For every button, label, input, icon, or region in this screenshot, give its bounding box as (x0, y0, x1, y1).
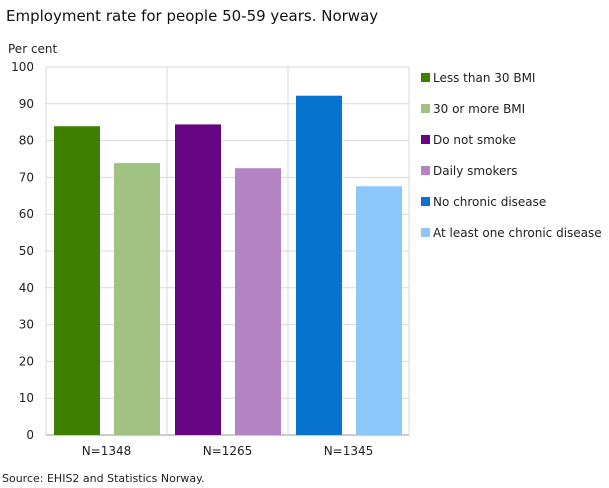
legend-label: At least one chronic disease (433, 226, 602, 240)
y-tick-label: 0 (26, 428, 34, 442)
legend-swatch (421, 228, 430, 237)
bar (296, 95, 342, 435)
y-tick-label: 90 (19, 97, 34, 111)
y-tick-label: 20 (19, 354, 34, 368)
y-tick-label: 50 (19, 244, 34, 258)
legend-label: No chronic disease (433, 195, 546, 209)
legend-swatch (421, 166, 430, 175)
x-tick-label: N=1345 (324, 444, 374, 458)
y-tick-label: 40 (19, 281, 34, 295)
bar (175, 124, 221, 436)
y-tick-label: 80 (19, 134, 34, 148)
bar (356, 186, 402, 435)
x-tick-label: N=1265 (203, 444, 253, 458)
chart-title: Employment rate for people 50-59 years. … (6, 7, 379, 25)
y-axis-label: Per cent (8, 42, 58, 56)
legend-label: Daily smokers (433, 164, 518, 178)
y-tick-label: 30 (19, 318, 34, 332)
legend-label: Less than 30 BMI (433, 71, 535, 85)
legend-swatch (421, 73, 430, 82)
y-tick-label: 100 (11, 60, 34, 74)
bar (114, 163, 160, 435)
y-tick-label: 60 (19, 207, 34, 221)
bar (235, 168, 281, 435)
legend-swatch (421, 135, 430, 144)
source-note: Source: EHIS2 and Statistics Norway. (2, 472, 205, 485)
y-tick-label: 70 (19, 170, 34, 184)
legend-label: Do not smoke (433, 133, 516, 147)
bar (54, 126, 100, 436)
x-tick-label: N=1348 (82, 444, 132, 458)
legend-label: 30 or more BMI (433, 102, 525, 116)
y-tick-label: 10 (19, 391, 34, 405)
legend-swatch (421, 197, 430, 206)
legend-swatch (421, 104, 430, 113)
